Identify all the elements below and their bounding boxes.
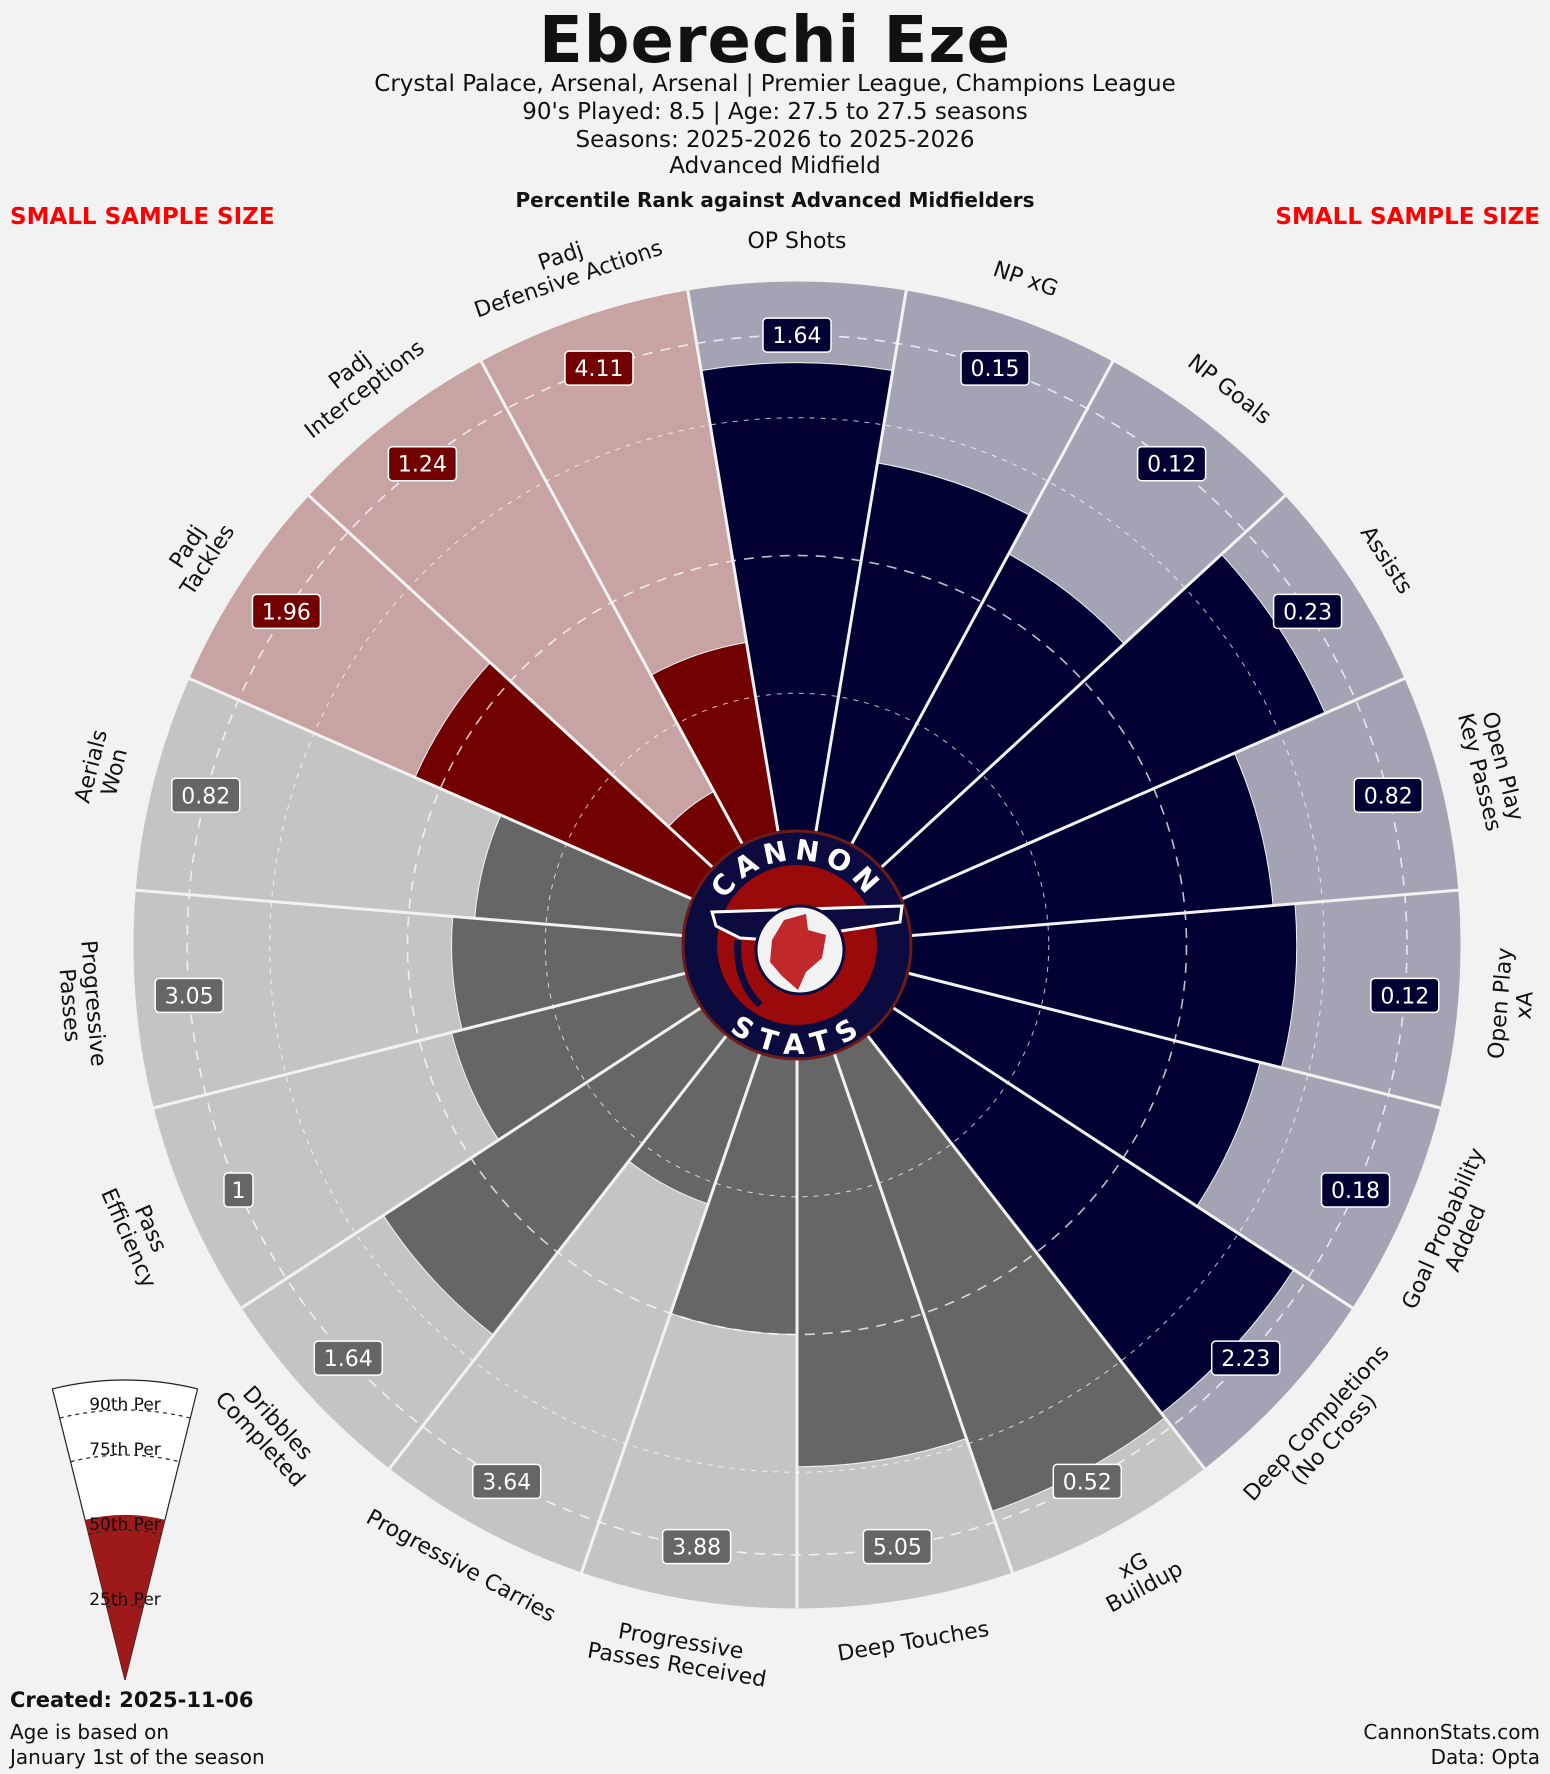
value-label-aerials-won: 0.82 bbox=[171, 777, 241, 814]
metric-label-open-play-xa: Open PlayxA bbox=[1484, 947, 1542, 1062]
divider bbox=[891, 1006, 1357, 1312]
value-label-padj-defensive-actions: 4.11 bbox=[564, 350, 634, 386]
value-text-np-goals: 0.12 bbox=[1147, 453, 1196, 478]
divider bbox=[832, 1052, 1015, 1577]
value-label-open-play-key-passes: 0.82 bbox=[1353, 777, 1423, 814]
metric-label-padj-tackles: PadjTackles bbox=[155, 507, 240, 601]
sample-size-warning-left: SMALL SAMPLE SIZE bbox=[10, 204, 275, 230]
sample-size-warning-right: SMALL SAMPLE SIZE bbox=[1275, 204, 1540, 230]
value-label-deep-completions-no-cross: 2.23 bbox=[1210, 1340, 1281, 1376]
divider bbox=[478, 357, 745, 846]
value-text-progressive-passes: 3.05 bbox=[165, 984, 214, 1009]
value-label-assists: 0.23 bbox=[1272, 593, 1343, 630]
value-text-assists: 0.23 bbox=[1283, 600, 1332, 625]
map-icon bbox=[770, 914, 826, 990]
value-text-goal-probability-added: 0.18 bbox=[1331, 1179, 1380, 1204]
value-text-op-shots: 1.64 bbox=[773, 324, 822, 349]
metric-label-op-shots: OP Shots bbox=[747, 229, 846, 254]
value-text-np-xg: 0.15 bbox=[971, 357, 1020, 382]
slice-dividers bbox=[132, 286, 1462, 1612]
data-credit: Data: Opta bbox=[1430, 1745, 1540, 1769]
value-text-open-play-xa: 0.12 bbox=[1380, 984, 1429, 1009]
value-label-progressive-passes-received: 3.88 bbox=[661, 1528, 732, 1565]
value-label-padj-tackles: 1.96 bbox=[251, 593, 322, 630]
legend-label-50: 50th Per bbox=[89, 1515, 161, 1535]
value-label-progressive-carries: 3.64 bbox=[471, 1463, 542, 1500]
player-seasons-line: Seasons: 2025-2026 to 2025-2026 bbox=[575, 127, 975, 153]
divider bbox=[305, 492, 715, 869]
ring-25 bbox=[544, 692, 1050, 1198]
age-note-line-1: Age is based on bbox=[10, 1720, 170, 1744]
divider bbox=[185, 675, 694, 901]
page-title: Eberechi Eze bbox=[539, 4, 1011, 78]
cannon-stats-logo: CANNON STATS bbox=[681, 829, 913, 1061]
divider bbox=[132, 888, 684, 938]
value-label-op-shots: 1.64 bbox=[762, 317, 832, 353]
metric-label-deep-touches: Deep Touches bbox=[836, 1617, 991, 1667]
value-label-np-xg: 0.15 bbox=[960, 350, 1030, 386]
value-label-padj-interceptions: 1.24 bbox=[387, 445, 458, 482]
ring-50 bbox=[406, 554, 1188, 1336]
divider bbox=[879, 492, 1289, 869]
value-text-padj-interceptions: 1.24 bbox=[398, 453, 447, 478]
legend-label-25: 25th Per bbox=[89, 1590, 161, 1610]
value-text-dribbles-completed: 1.64 bbox=[324, 1347, 373, 1372]
value-label-pass-efficiency: 1 bbox=[223, 1172, 254, 1208]
divider bbox=[907, 971, 1444, 1111]
created-date: Created: 2025-11-06 bbox=[10, 1688, 254, 1712]
player-minutes-line: 90's Played: 8.5 | Age: 27.5 to 27.5 sea… bbox=[522, 99, 1028, 125]
value-label-np-goals: 0.12 bbox=[1136, 445, 1207, 482]
metric-label-open-play-key-passes: Open PlayKey Passes bbox=[1452, 705, 1529, 834]
divider bbox=[237, 1006, 703, 1312]
player-clubs-line: Crystal Palace, Arsenal, Arsenal | Premi… bbox=[374, 71, 1176, 97]
value-label-dribbles-completed: 1.64 bbox=[313, 1340, 384, 1376]
value-labels: 1.64 0.15 0.12 0.23 0.82 0.12 0.18 2.23 0.52 5.05… bbox=[154, 317, 1440, 1565]
metric-label-pass-efficiency: PassEfficiency bbox=[95, 1175, 182, 1292]
value-label-deep-touches: 5.05 bbox=[862, 1528, 933, 1565]
value-text-progressive-carries: 3.64 bbox=[482, 1470, 531, 1495]
value-text-open-play-key-passes: 0.82 bbox=[1364, 784, 1413, 809]
divider bbox=[865, 1034, 1208, 1473]
divider bbox=[849, 357, 1116, 846]
value-label-goal-probability-added: 0.18 bbox=[1320, 1172, 1391, 1208]
metric-label-progressive-passes-received: ProgressivePasses Received bbox=[586, 1615, 772, 1693]
value-text-aerials-won: 0.82 bbox=[181, 784, 230, 809]
metric-label-aerials-won: AerialsWon bbox=[71, 727, 137, 811]
value-text-progressive-passes-received: 3.88 bbox=[672, 1536, 721, 1561]
divider bbox=[910, 888, 1462, 938]
value-text-deep-completions-no-cross: 2.23 bbox=[1221, 1347, 1270, 1372]
metric-label-progressive-passes: ProgressivePasses bbox=[51, 939, 110, 1069]
age-note-line-2: January 1st of the season bbox=[10, 1745, 265, 1769]
metric-label-assists: Assists bbox=[1355, 522, 1417, 599]
chart-slices bbox=[132, 280, 1462, 1610]
value-text-deep-touches: 5.05 bbox=[873, 1536, 922, 1561]
legend-label-90: 90th Per bbox=[89, 1395, 161, 1415]
chart-subtitle: Percentile Rank against Advanced Midfiel… bbox=[515, 188, 1035, 212]
divider bbox=[150, 971, 687, 1111]
value-text-pass-efficiency: 1 bbox=[231, 1179, 245, 1204]
value-label-progressive-passes: 3.05 bbox=[154, 977, 224, 1014]
player-position-line: Advanced Midfield bbox=[669, 153, 881, 179]
value-text-padj-defensive-actions: 4.11 bbox=[574, 357, 623, 382]
slice-bg-padj-interceptions bbox=[307, 360, 743, 868]
divider bbox=[685, 286, 780, 833]
site-credit: CannonStats.com bbox=[1363, 1720, 1540, 1744]
metric-label-np-xg: NP xG bbox=[990, 257, 1061, 302]
divider bbox=[814, 286, 909, 833]
legend-wedge-fill bbox=[85, 1515, 165, 1680]
value-text-padj-tackles: 1.96 bbox=[262, 600, 311, 625]
legend-label-75: 75th Per bbox=[89, 1440, 161, 1460]
divider bbox=[386, 1034, 729, 1473]
value-label-open-play-xa: 0.12 bbox=[1370, 977, 1440, 1014]
value-text-xg-buildup: 0.52 bbox=[1063, 1470, 1112, 1495]
value-label-xg-buildup: 0.52 bbox=[1052, 1463, 1123, 1500]
metric-label-xg-buildup: xGBuildup bbox=[1091, 1536, 1187, 1619]
percentile-legend: 90th Per 75th Per 50th Per 25th Per bbox=[51, 1379, 199, 1681]
divider bbox=[579, 1052, 762, 1577]
divider bbox=[900, 675, 1409, 901]
